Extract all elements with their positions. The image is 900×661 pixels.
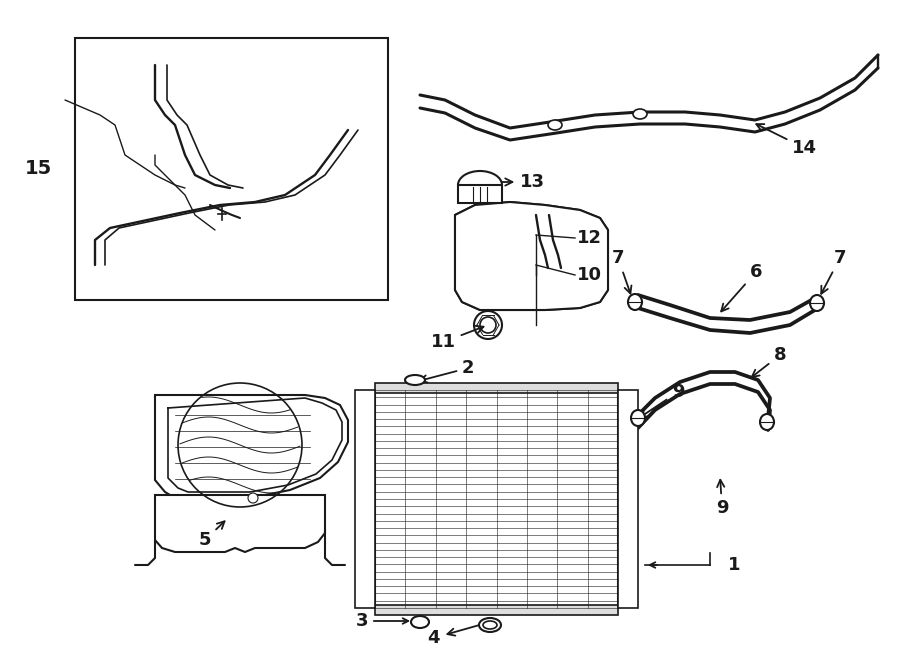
Ellipse shape xyxy=(548,120,562,130)
Text: 12: 12 xyxy=(577,229,602,247)
Circle shape xyxy=(248,493,258,503)
Text: 9: 9 xyxy=(640,383,684,417)
Ellipse shape xyxy=(633,109,647,119)
Ellipse shape xyxy=(631,410,645,426)
Ellipse shape xyxy=(411,616,429,628)
Text: 10: 10 xyxy=(577,266,602,284)
Text: 7: 7 xyxy=(821,249,846,293)
Text: 7: 7 xyxy=(612,249,632,293)
Bar xyxy=(75,38,388,300)
Ellipse shape xyxy=(628,294,642,310)
Bar xyxy=(618,390,638,608)
Ellipse shape xyxy=(810,295,824,311)
Text: 14: 14 xyxy=(756,124,817,157)
Polygon shape xyxy=(155,495,325,552)
Ellipse shape xyxy=(405,375,425,385)
Polygon shape xyxy=(155,395,348,498)
Text: 5: 5 xyxy=(199,522,224,549)
Ellipse shape xyxy=(760,414,774,430)
Ellipse shape xyxy=(479,618,501,632)
Text: 4: 4 xyxy=(428,625,481,647)
Text: 6: 6 xyxy=(721,263,762,311)
Ellipse shape xyxy=(483,621,497,629)
Bar xyxy=(355,390,375,608)
Text: 15: 15 xyxy=(24,159,51,178)
Bar xyxy=(375,390,618,608)
Text: 8: 8 xyxy=(752,346,787,377)
Circle shape xyxy=(474,311,502,339)
Bar xyxy=(458,185,502,203)
Circle shape xyxy=(480,317,496,333)
Bar xyxy=(375,383,618,393)
Bar xyxy=(375,605,618,615)
Text: 11: 11 xyxy=(431,326,483,351)
Text: 3: 3 xyxy=(356,612,368,630)
Text: 1: 1 xyxy=(728,556,741,574)
Text: 9: 9 xyxy=(716,480,728,517)
Text: 13: 13 xyxy=(478,173,545,191)
Ellipse shape xyxy=(458,171,502,199)
Polygon shape xyxy=(455,202,608,310)
Text: 2: 2 xyxy=(419,359,474,383)
